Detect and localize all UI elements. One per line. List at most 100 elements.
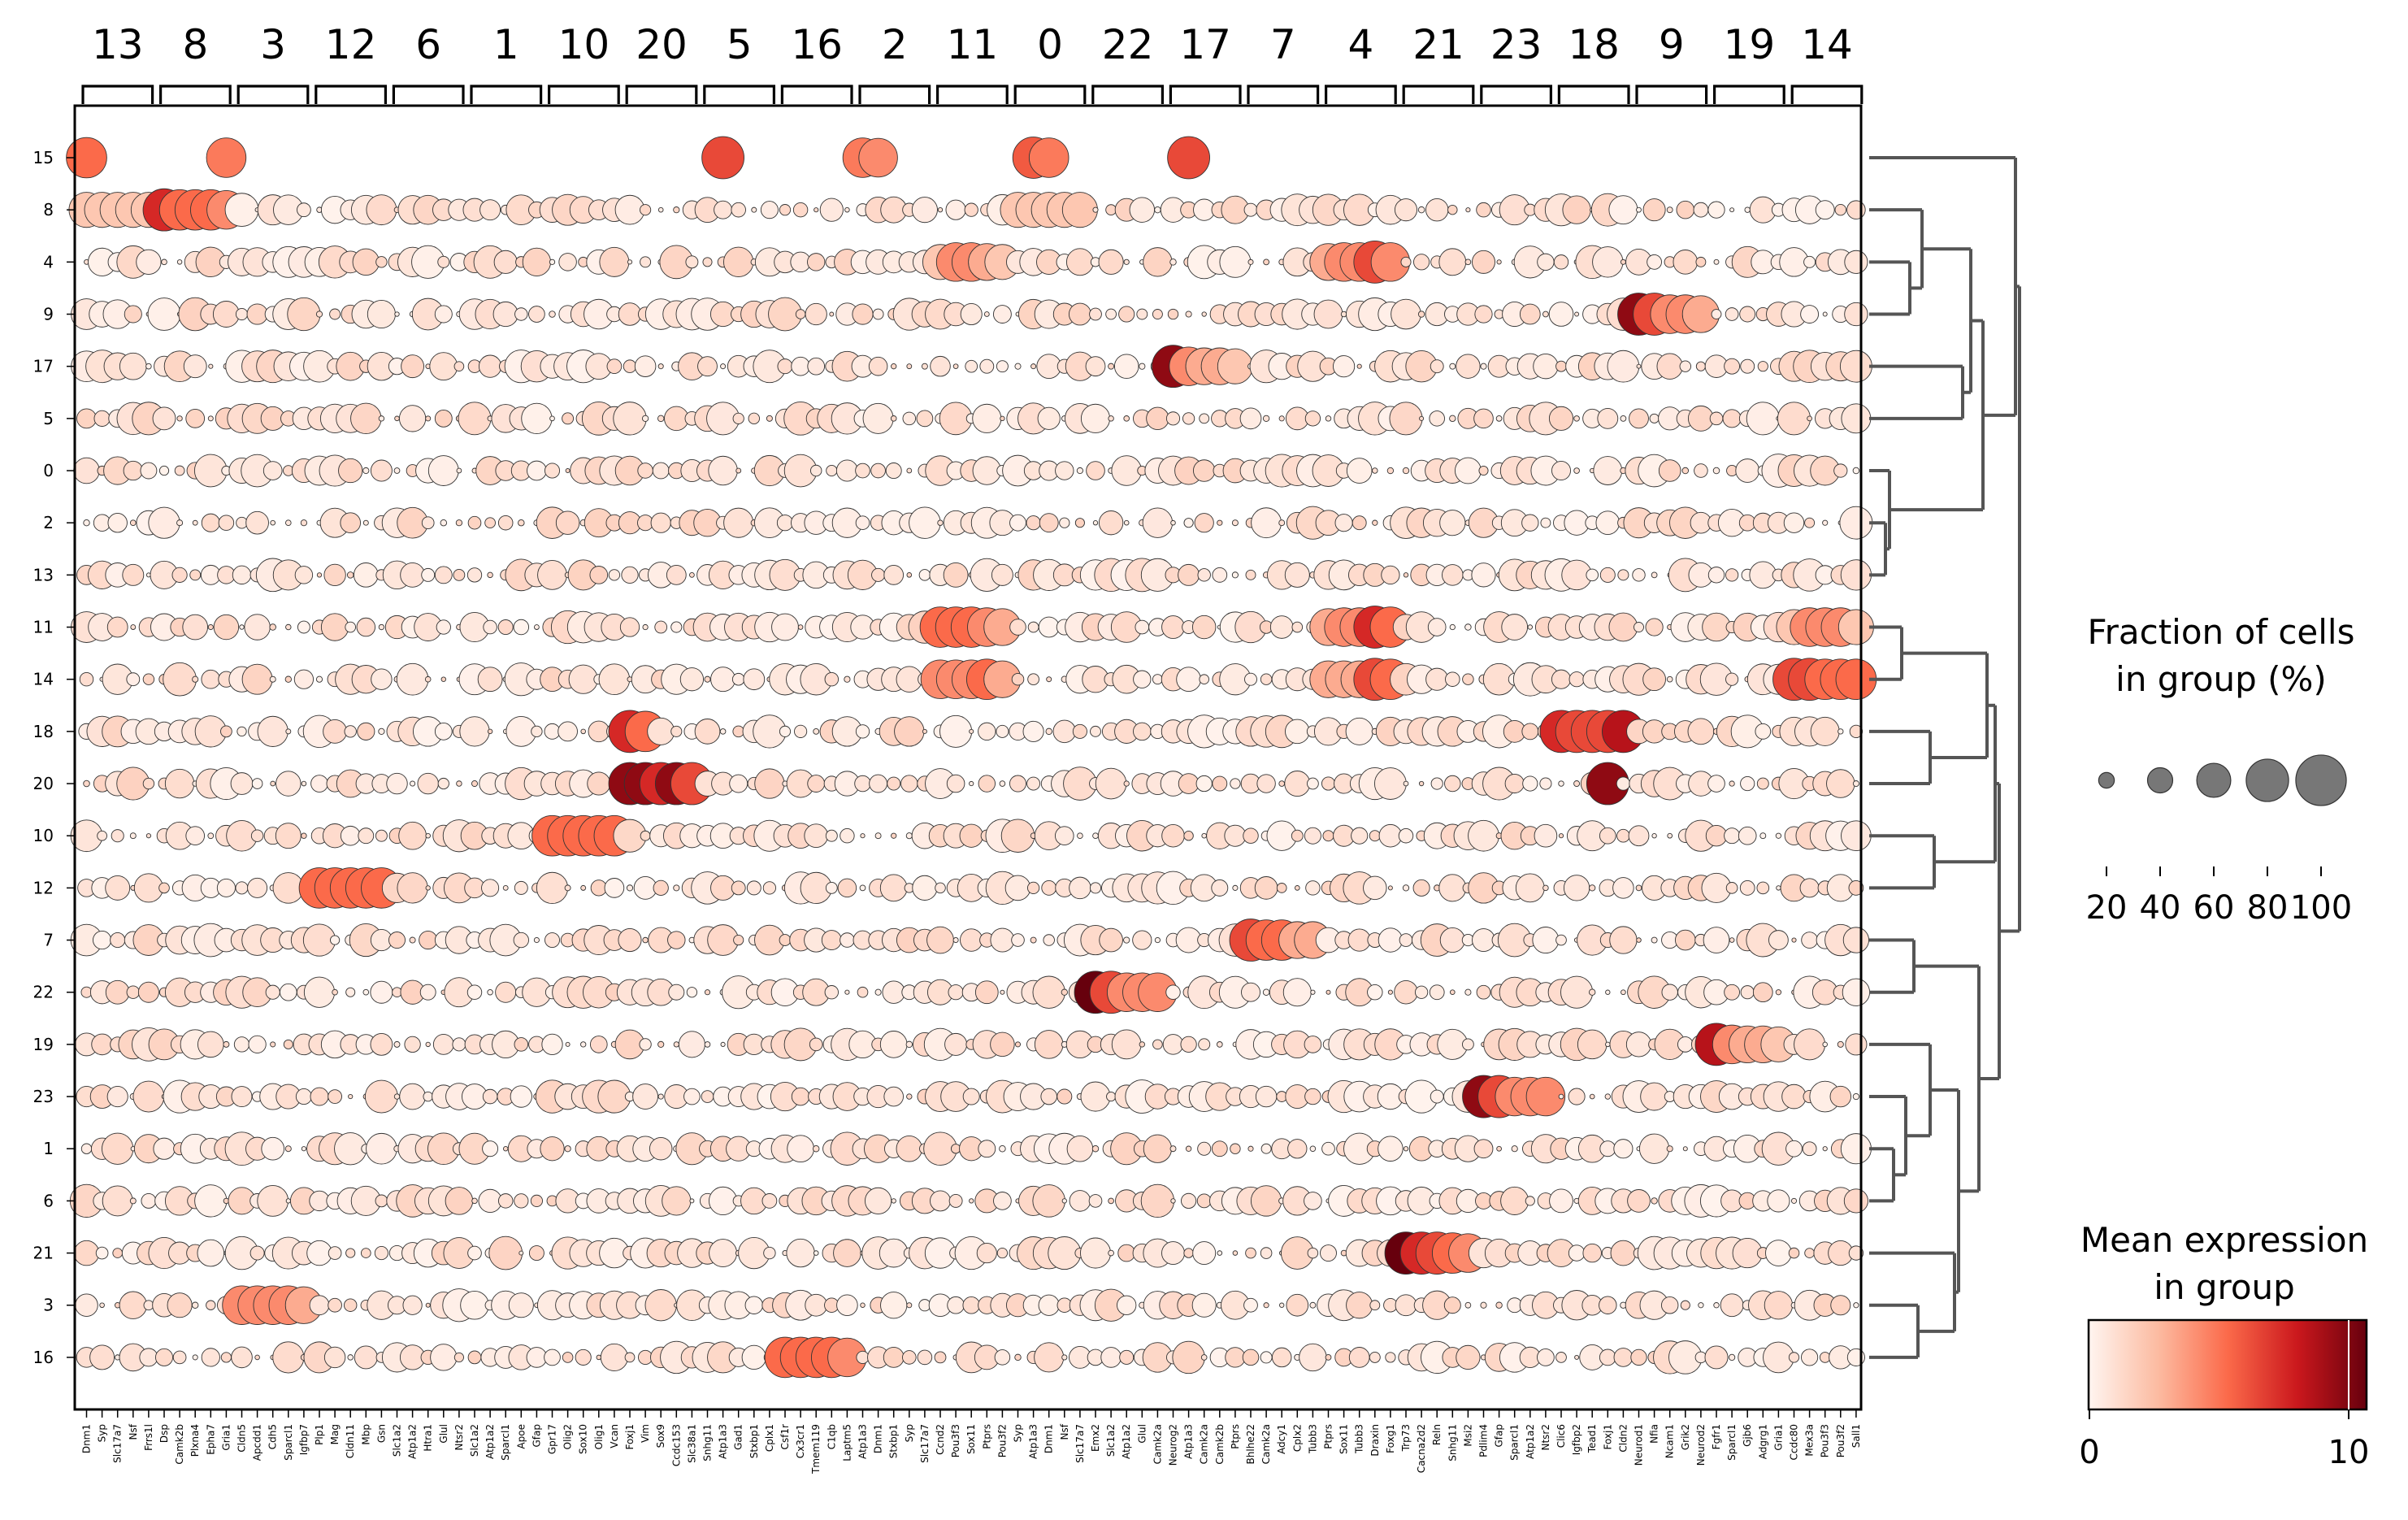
- gene-tick-label: Neurod1: [1634, 1424, 1645, 1466]
- dot: [1439, 927, 1465, 953]
- dot: [1592, 246, 1624, 278]
- gene-tick-label: Cldn11: [345, 1424, 356, 1458]
- dot: [776, 515, 794, 532]
- dot: [1454, 457, 1482, 484]
- dot: [1638, 1133, 1670, 1164]
- dot: [1074, 518, 1085, 528]
- gene-tick-label: Sparcl1: [500, 1424, 511, 1461]
- dot: [880, 1292, 908, 1319]
- dot: [1100, 1347, 1122, 1368]
- dot: [1143, 1134, 1173, 1163]
- dot: [1628, 825, 1650, 847]
- dot: [73, 457, 100, 484]
- dot: [1767, 1189, 1790, 1213]
- dot: [549, 311, 556, 318]
- dot: [1645, 618, 1664, 636]
- dot: [1039, 513, 1059, 533]
- dot: [1182, 412, 1195, 425]
- dot: [1695, 256, 1707, 267]
- gene-tick-label: Tubb3: [1307, 1424, 1318, 1454]
- dot: [854, 775, 871, 793]
- dot: [1059, 517, 1070, 528]
- dot: [1079, 1237, 1112, 1269]
- dot: [1000, 989, 1005, 995]
- dot: [844, 206, 850, 213]
- dot: [763, 1246, 776, 1260]
- gene-tick-label: Mag: [329, 1424, 341, 1444]
- gene-tick-label: Adcy1: [1276, 1424, 1287, 1454]
- dot: [926, 926, 954, 954]
- dot: [1613, 1139, 1634, 1159]
- dot: [1703, 927, 1730, 953]
- dot: [1291, 621, 1304, 633]
- gene-tick-label: Ntsr2: [1540, 1424, 1551, 1451]
- dot: [894, 716, 925, 747]
- dot: [467, 515, 482, 530]
- dot: [1285, 719, 1310, 745]
- dot: [544, 723, 561, 740]
- dot: [421, 516, 435, 530]
- dot: [890, 415, 897, 422]
- dot: [1345, 717, 1373, 745]
- gene-tick-label: Snhg11: [1447, 1424, 1458, 1461]
- dot: [1282, 978, 1312, 1007]
- dot: [1698, 1302, 1704, 1309]
- dot: [1438, 874, 1467, 902]
- dot: [1014, 1353, 1022, 1361]
- dot: [732, 412, 744, 424]
- dot: [1133, 722, 1152, 741]
- dot: [1403, 780, 1409, 787]
- dot: [1034, 1030, 1064, 1059]
- dot: [1055, 826, 1074, 846]
- fraction-legend-dot: [2146, 767, 2174, 794]
- dot: [493, 250, 518, 274]
- dot: [201, 669, 221, 689]
- dot: [654, 620, 668, 634]
- dot: [1612, 877, 1634, 899]
- dot: [917, 1349, 933, 1366]
- dot: [624, 1352, 636, 1363]
- group-bracket-23: [1480, 85, 1552, 104]
- dot: [130, 624, 137, 630]
- dot: [1152, 309, 1163, 319]
- dot: [1464, 988, 1472, 996]
- dot: [393, 1093, 401, 1100]
- dot: [1009, 619, 1026, 636]
- dot: [1500, 1186, 1529, 1215]
- dot: [1395, 1294, 1417, 1317]
- group-bracket-12: [315, 85, 387, 104]
- dot: [1599, 1140, 1616, 1157]
- dot: [270, 1041, 276, 1048]
- dot: [1537, 253, 1555, 271]
- gene-tick-label: Slc17a7: [1074, 1424, 1086, 1463]
- dot: [644, 1289, 677, 1322]
- group-label-6: 6: [415, 21, 441, 68]
- dot: [522, 247, 552, 276]
- dot: [1152, 1039, 1163, 1050]
- row-label-10: 10: [33, 826, 54, 845]
- dot: [872, 308, 884, 320]
- dot: [906, 1302, 913, 1309]
- dot: [419, 984, 436, 1001]
- group-bracket-16: [780, 85, 853, 104]
- gene-tick-label: Gad1: [733, 1424, 744, 1450]
- dot: [401, 354, 424, 379]
- dot: [1744, 206, 1751, 213]
- dot: [1775, 989, 1782, 996]
- dot: [232, 565, 252, 585]
- dot: [1022, 720, 1044, 742]
- dot: [1449, 623, 1456, 631]
- dot: [1522, 775, 1538, 792]
- dot: [329, 308, 341, 320]
- colorbar: [2087, 1318, 2368, 1411]
- dot: [1191, 615, 1217, 640]
- dot: [471, 780, 479, 788]
- dot: [145, 363, 152, 370]
- gene-tick-label: Fgfr1: [1711, 1424, 1722, 1449]
- dot: [1080, 403, 1111, 433]
- dot: [678, 1031, 705, 1058]
- dot: [1845, 1033, 1868, 1056]
- gene-tick-label: Gfap: [531, 1424, 542, 1448]
- dot: [137, 981, 159, 1003]
- gene-tick-label: Syp: [1013, 1424, 1024, 1442]
